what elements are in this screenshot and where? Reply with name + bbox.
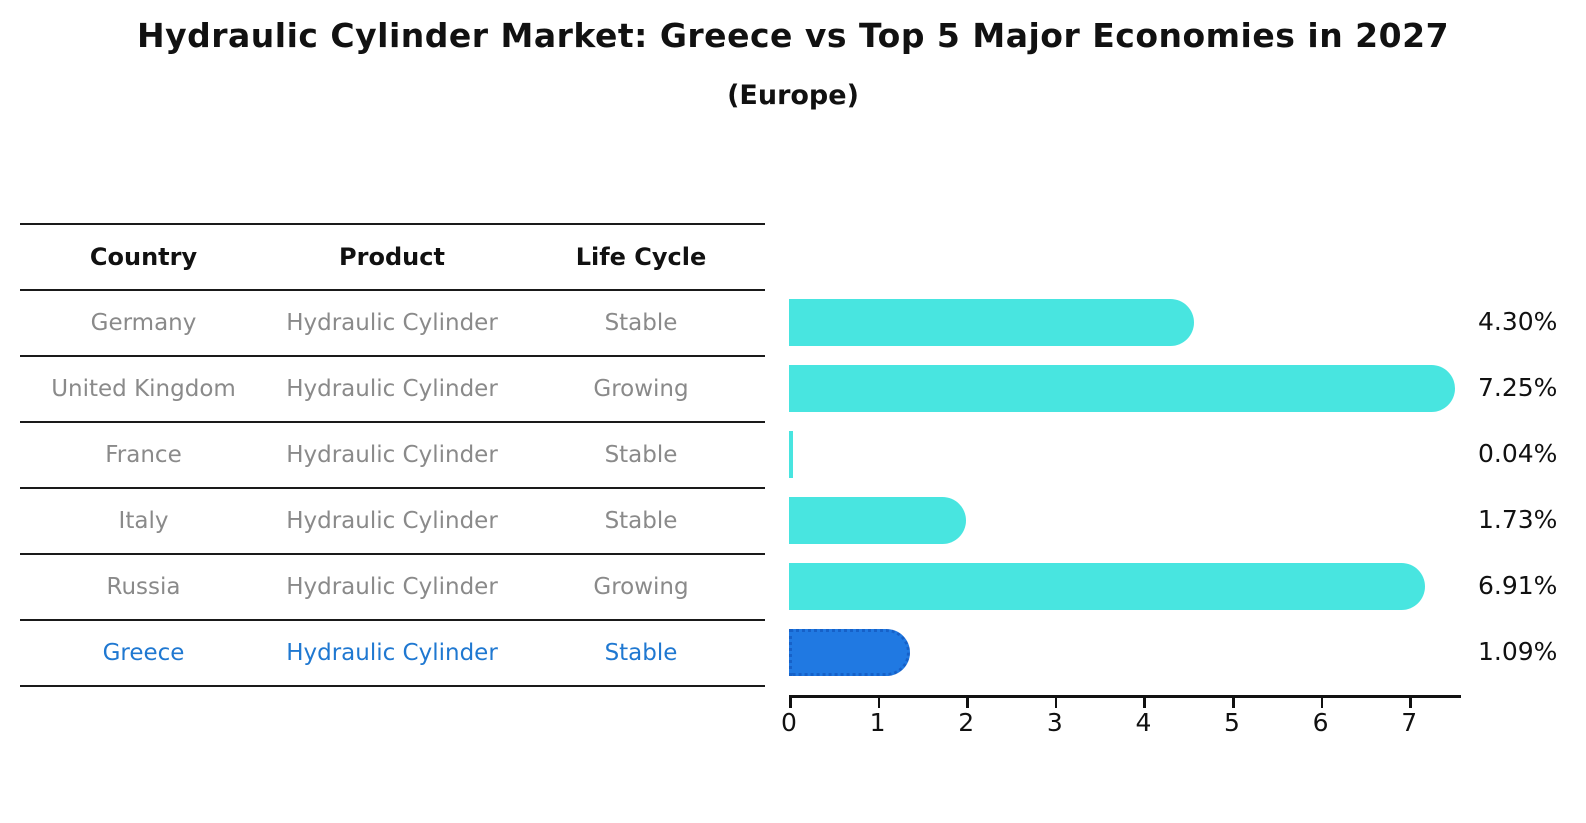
country-table: Country Product Life Cycle Germany Hydrau… (20, 223, 765, 687)
column-header-life-cycle: Life Cycle (575, 243, 707, 271)
table-cell-country: Greece (102, 640, 185, 666)
x-axis-tick (1409, 698, 1412, 708)
value-label-greece: 1.09% (1478, 637, 1558, 666)
value-label-russia: 6.91% (1478, 571, 1558, 600)
x-axis-tick-label: 2 (958, 708, 975, 737)
value-label-france: 0.04% (1478, 439, 1558, 468)
column-header-country: Country (89, 243, 198, 271)
table-cell-country: Italy (118, 508, 169, 534)
table-cell-product: Hydraulic Cylinder (286, 508, 498, 534)
table-row: Italy Hydraulic Cylinder Stable (20, 489, 765, 555)
table-cell-product: Hydraulic Cylinder (286, 574, 498, 600)
table-cell-life-cycle: Growing (593, 574, 689, 600)
table-cell-product: Hydraulic Cylinder (286, 442, 498, 468)
table-cell-life-cycle: Stable (604, 508, 678, 534)
x-axis-tick-label: 7 (1401, 708, 1418, 737)
value-label-italy: 1.73% (1478, 505, 1558, 534)
table-cell-life-cycle: Growing (593, 376, 689, 402)
x-axis-tick-label: 0 (781, 708, 797, 737)
table-rows: Germany Hydraulic Cylinder Stable United Ki… (20, 291, 765, 687)
table-cell-product: Hydraulic Cylinder (286, 640, 498, 666)
bar-germany (789, 298, 1194, 346)
table-cell-product: Hydraulic Cylinder (286, 310, 498, 336)
x-axis-tick (966, 698, 969, 708)
table-row: Russia Hydraulic Cylinder Growing (20, 555, 765, 621)
table-header-row: Country Product Life Cycle (20, 225, 765, 291)
x-axis-tick-label: 5 (1224, 708, 1240, 737)
bar-greece (789, 628, 910, 676)
chart-subtitle: (Europe) (727, 80, 859, 111)
table-cell-country: Germany (90, 310, 197, 336)
bar-united-kingdom (789, 364, 1456, 412)
table-cell-country: United Kingdom (51, 376, 236, 402)
table-cell-country: France (105, 442, 182, 468)
x-axis-tick-label: 1 (869, 708, 886, 737)
table-row: Germany Hydraulic Cylinder Stable (20, 291, 765, 357)
x-axis-tick (1143, 698, 1146, 708)
x-axis-tick-label: 4 (1135, 708, 1152, 737)
bar-italy (789, 496, 967, 544)
x-axis-tick-label: 3 (1046, 708, 1063, 737)
x-axis-tick (1320, 698, 1324, 708)
chart-title: Hydraulic Cylinder Market: Greece vs Top… (136, 16, 1450, 55)
x-axis-line (789, 695, 1461, 698)
table-cell-product: Hydraulic Cylinder (286, 376, 498, 402)
x-axis-tick (789, 698, 792, 708)
table-cell-life-cycle: Stable (604, 640, 678, 666)
table-row: France Hydraulic Cylinder Stable (20, 423, 765, 489)
table-row: Greece Hydraulic Cylinder Stable (20, 621, 765, 687)
table-row: United Kingdom Hydraulic Cylinder Growing (20, 357, 765, 423)
value-label-germany: 4.30% (1478, 307, 1558, 336)
table-cell-country: Russia (106, 574, 181, 600)
x-axis-tick (1054, 698, 1058, 708)
column-header-product: Product (339, 243, 445, 271)
bar-russia (789, 562, 1426, 610)
x-axis-tick-label: 6 (1312, 708, 1329, 737)
bar-france (789, 430, 793, 478)
value-label-united-kingdom: 7.25% (1478, 373, 1558, 402)
table-cell-life-cycle: Stable (604, 442, 678, 468)
x-axis-tick (1232, 698, 1235, 708)
x-axis-tick (877, 698, 881, 708)
table-cell-life-cycle: Stable (604, 310, 678, 336)
